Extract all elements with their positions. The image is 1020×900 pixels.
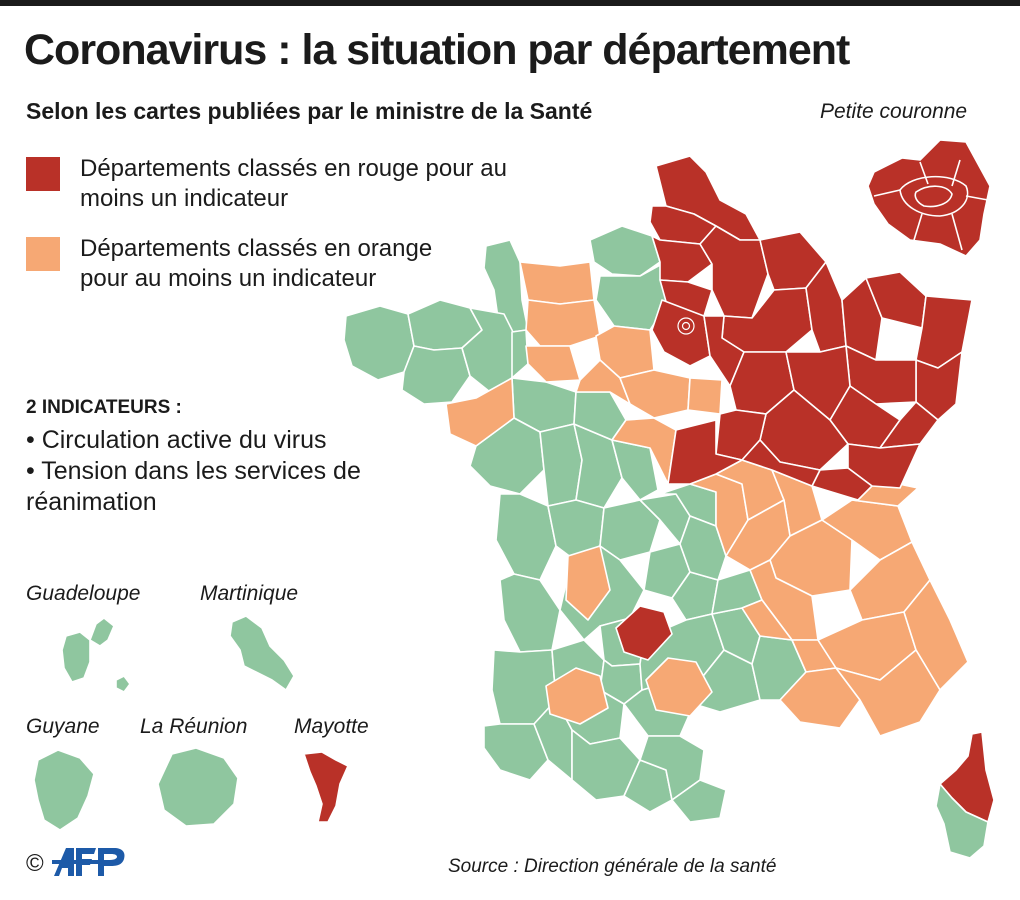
dept-deux-sevres [539,423,583,507]
label-mayotte: Mayotte [294,715,369,738]
dept-territoire-belfort [879,401,939,449]
inset-petite-couronne [867,139,991,257]
legend-swatch-red [26,157,60,191]
map-region-red [615,155,973,661]
page-title: Coronavirus : la situation par départeme… [24,26,850,74]
dept-sarthe [525,345,581,383]
indicators-title: 2 INDICATEURS : [26,397,182,418]
dept-saone-loire-red [741,439,821,487]
inset-lines [873,159,989,251]
dept-tarn-orange [645,657,713,717]
dept-seine-maritime [589,225,661,277]
dept-gers-orange [545,667,609,725]
guadeloupe-marie-galante [115,675,131,693]
map-region-orange [445,261,969,737]
dept-loiret [619,369,691,419]
overseas-guadeloupe [61,617,131,693]
reunion-island [157,747,239,827]
dept-morbihan [401,345,471,405]
inset-label-petite-couronne: Petite couronne [820,100,968,123]
dept-nievre [667,419,743,485]
label-guadeloupe: Guadeloupe [26,582,141,605]
page-subtitle: Selon les cartes publiées par le ministr… [26,98,593,124]
dept-charente-maritime [495,493,557,581]
legend-label-red: Départements classés en rouge pour au mo… [80,155,507,212]
legend-swatch-orange [26,237,60,271]
dept-corse-sud [935,783,989,859]
guadeloupe-basse-terre [61,631,91,683]
dept-aisne [699,225,769,319]
guadeloupe-grande-terre [89,617,115,647]
label-la-reunion: La Réunion [140,715,248,738]
dept-haute-vienne-orange [565,545,611,621]
indicators-list: • Circulation active du virus • Tension … [26,425,406,518]
dept-gironde [499,573,561,653]
map-region-green [343,225,807,823]
indicator-item: • Circulation active du virus [26,426,327,454]
dept-var [835,649,941,737]
dept-pyrenees-atlantiques [483,723,549,781]
indicator-item: • Tension dans les services de réanimati… [26,457,361,516]
inset-outer [867,139,991,257]
label-guyane: Guyane [26,715,100,738]
dept-finistere [343,305,415,381]
dept-pyrenees-orientales [671,779,727,823]
dept-yonne-orange [687,377,723,415]
dept-orne [525,299,601,347]
dept-bas-rhin [915,295,973,369]
source-credit: Source : Direction générale de la santé [448,856,777,877]
dept-haute-garonne [571,729,641,801]
dept-meurthe-moselle [841,277,883,361]
top-rule [0,0,1020,6]
corsica [935,731,995,859]
mayotte-island [303,751,349,823]
corsica-separator [915,719,961,767]
paris-detail [677,317,695,335]
dept-loire-atlantique [445,377,515,447]
dept-mayenne [511,329,529,379]
martinique-island [229,615,295,691]
dept-calvados [519,261,595,305]
copyright-symbol: © [26,850,44,877]
guyane-territory [33,749,95,831]
legend-label-orange: Départements classés en orange pour au m… [80,235,433,292]
dept-aude [639,735,705,801]
dept-haute-vienne-red [615,605,673,661]
label-martinique: Martinique [200,582,299,605]
afp-logo [52,848,125,876]
dept-somme [651,235,713,283]
